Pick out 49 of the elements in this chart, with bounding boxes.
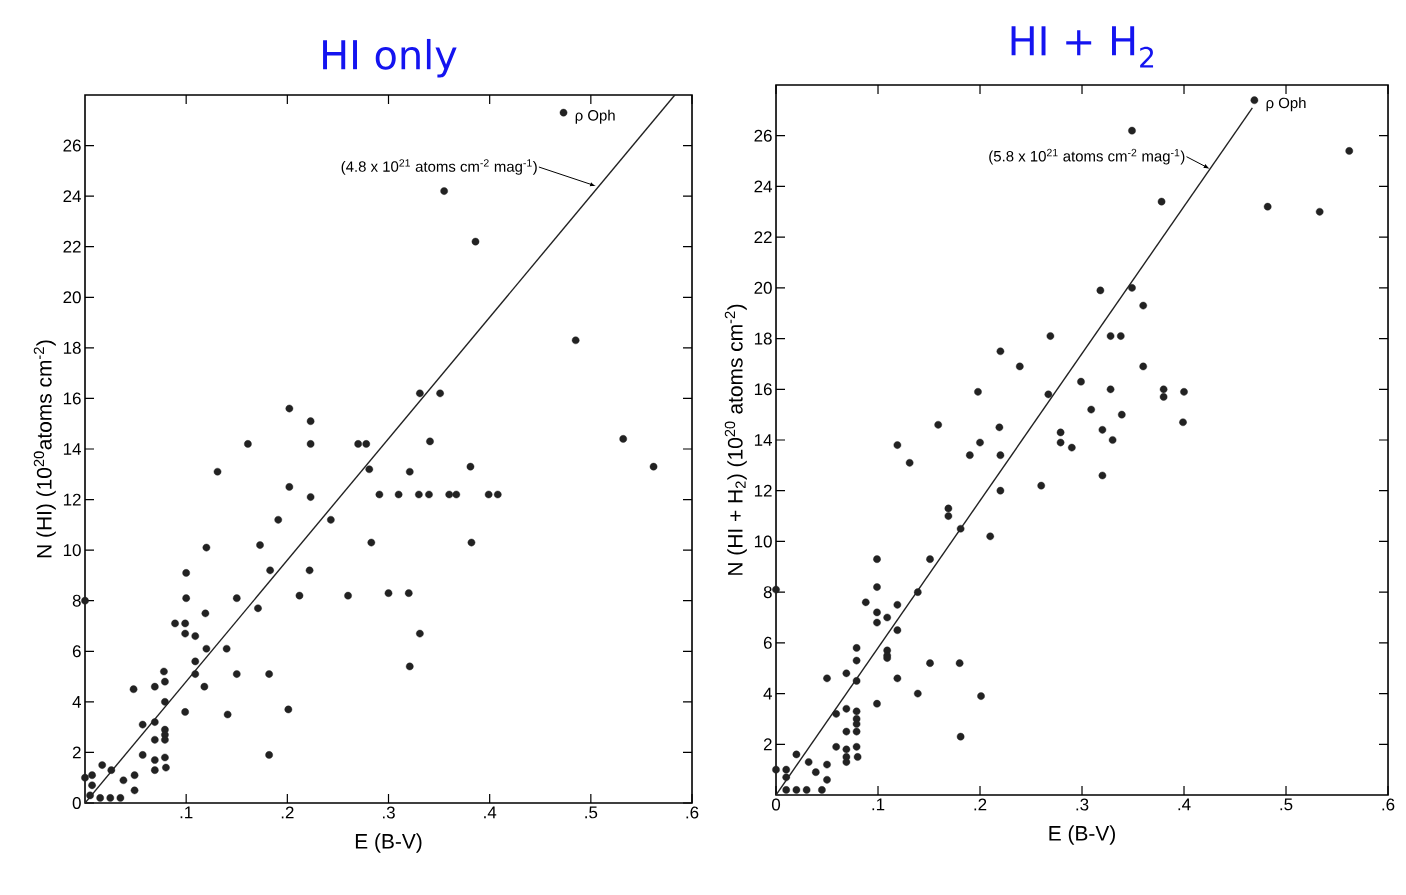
x-tick-label: .5 [585,806,598,819]
y-tick-label: 8 [72,594,81,607]
x-tick-label: .3 [382,806,395,819]
y-tick-label: 14 [63,443,81,455]
y-tick-label: 20 [754,281,772,294]
x-tick-label: 0 [771,798,781,811]
y-tick-label: 26 [63,139,81,152]
chart-title: HI + H$_{2}$ [1011,26,1154,68]
y-tick-label: 4 [72,696,81,708]
y-tick-label: 16 [63,392,81,405]
x-axis-title: E (B-V) [1049,825,1115,845]
y-tick-label: 22 [63,240,81,253]
x-tick-label: .3 [1076,798,1089,811]
x-tick-label: .4 [1178,798,1191,811]
y-tick-label: 16 [754,383,772,396]
y-tick-label: 18 [63,341,81,354]
x-tick-label: .2 [974,798,987,811]
y-tick-label: 26 [754,129,772,142]
x-tick-label: .1 [872,798,885,811]
x-tick-label: .6 [1382,798,1395,811]
y-tick-label: 24 [63,190,81,203]
y-tick-label: 12 [754,484,772,497]
y-tick-label: 18 [754,332,772,345]
y-tick-label: 6 [763,636,772,649]
y-tick-label: 2 [763,738,772,751]
y-tick-label: 8 [763,586,772,599]
annotation: ρ Oph [575,109,615,124]
x-axis-title: E (B-V) [355,833,422,853]
y-tick-label: 14 [754,434,772,446]
x-tick-label: .1 [180,806,193,819]
x-tick-label: .6 [686,806,699,819]
y-axis-title: N (HI + H$_{2}$) (10$^{20}$ atoms cm$^{-2}$) [724,304,747,575]
annotation: ρ Oph [1266,97,1306,112]
chart-title: HI only [323,38,457,78]
y-tick-label: 22 [754,231,772,244]
y-tick-label: 10 [63,544,81,557]
annotation: (4.8 x 10$^{21}$ atoms cm$^{-2}$ mag$^{-1}$) [341,159,537,175]
annotation: (5.8 x 10$^{21}$ atoms cm$^{-2}$ mag$^{-1}$) [989,148,1185,165]
x-tick-label: .5 [1280,798,1293,811]
y-tick-label: 4 [763,687,772,700]
y-tick-label: 24 [754,180,772,193]
y-tick-label: 20 [63,291,81,304]
y-tick-label: 2 [72,746,81,759]
y-axis-title: N (HI) (10$^{20}$atoms cm$^{-2}$) [33,340,56,558]
y-tick-label: 12 [63,493,81,506]
y-tick-label: 10 [754,535,772,548]
y-tick-label: 6 [72,645,81,658]
x-tick-label: .2 [281,806,294,819]
x-tick-label: .4 [484,806,497,819]
